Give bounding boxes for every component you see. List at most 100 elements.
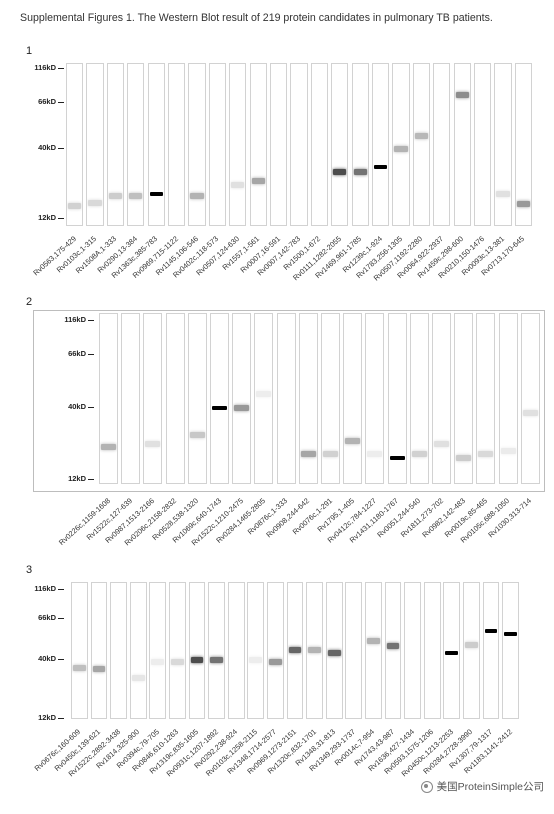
protein-band xyxy=(288,647,302,654)
protein-band xyxy=(465,641,478,648)
blot-lane xyxy=(343,313,363,484)
blot-lane xyxy=(433,63,451,226)
watermark-text: 美国ProteinSimple公司 xyxy=(436,781,544,793)
ladder-tick xyxy=(58,67,64,69)
watermark: 美国ProteinSimple公司 xyxy=(420,779,544,794)
blot-lane xyxy=(229,63,247,226)
protein-band xyxy=(445,650,459,655)
blot-lane xyxy=(365,582,382,719)
blot-lane xyxy=(365,313,385,484)
ladder-label: 40kD xyxy=(68,402,86,412)
protein-band xyxy=(210,656,223,663)
protein-band xyxy=(434,440,449,447)
blot-lane xyxy=(325,582,343,719)
blot-lane xyxy=(351,63,369,226)
blot-lane xyxy=(310,63,328,226)
blot-lane xyxy=(412,63,430,226)
protein-band xyxy=(73,664,86,671)
blot-lane xyxy=(66,63,84,226)
protein-band xyxy=(367,451,383,458)
protein-band xyxy=(88,199,102,206)
blot-lane xyxy=(99,313,118,484)
wechat-icon xyxy=(420,780,433,793)
blot-lane xyxy=(463,582,480,719)
protein-band xyxy=(516,201,530,208)
blot-lane xyxy=(208,582,225,719)
protein-band xyxy=(411,451,427,458)
blot-lane xyxy=(254,313,274,484)
blot-lane xyxy=(267,582,284,719)
blot-lane xyxy=(331,63,349,226)
blot-lane xyxy=(149,582,167,719)
blot-lane xyxy=(210,313,229,484)
protein-band xyxy=(190,193,204,200)
blot-lane xyxy=(514,63,532,226)
blot-lane xyxy=(384,582,402,719)
blot-lane xyxy=(227,582,245,719)
blot-lane xyxy=(188,63,206,226)
ladder-label: 12kD xyxy=(38,212,56,222)
protein-band xyxy=(212,406,227,411)
ladder-label: 40kD xyxy=(38,142,56,152)
blot-lane xyxy=(409,313,429,484)
protein-band xyxy=(171,659,184,666)
blot-lane xyxy=(232,313,252,484)
blot-lane xyxy=(498,313,518,484)
protein-band xyxy=(249,656,263,663)
blot-lane xyxy=(71,582,88,719)
protein-band xyxy=(327,649,341,656)
ladder-label: 12kD xyxy=(38,712,56,722)
blot-lane xyxy=(276,313,296,484)
blot-lane xyxy=(247,582,265,719)
blot-lane xyxy=(290,63,308,226)
protein-band xyxy=(478,451,494,458)
blot-lane xyxy=(187,313,207,484)
blot-lane xyxy=(476,313,496,484)
protein-band xyxy=(522,410,538,417)
blot-lane xyxy=(188,582,206,719)
protein-band xyxy=(500,447,516,454)
blot-lane xyxy=(165,313,185,484)
protein-band xyxy=(345,437,361,444)
blot-lane xyxy=(249,63,267,226)
blot-lane xyxy=(127,63,145,226)
protein-band xyxy=(151,659,165,666)
protein-band xyxy=(129,193,143,200)
blot-lane xyxy=(121,313,141,484)
ladder-label: 116kD xyxy=(34,583,56,593)
blot-lane xyxy=(482,582,500,719)
ladder-tick xyxy=(58,588,64,590)
panel-frame xyxy=(33,310,545,492)
figure-caption: Supplemental Figures 1. The Western Blot… xyxy=(20,12,493,24)
protein-band xyxy=(504,631,517,636)
ladder-label: 116kD xyxy=(34,62,56,72)
blot-lane xyxy=(286,582,304,719)
ladder-label: 40kD xyxy=(38,653,56,663)
protein-band xyxy=(353,168,367,175)
protein-band xyxy=(256,391,272,398)
blot-lane xyxy=(90,582,108,719)
blot-lane xyxy=(208,63,226,226)
blot-lane xyxy=(106,63,124,226)
protein-band xyxy=(394,145,408,152)
blot-lane xyxy=(443,582,461,719)
ladder-label: 116kD xyxy=(64,314,86,324)
ladder-label: 66kD xyxy=(68,349,86,359)
protein-band xyxy=(92,666,106,673)
panel-number: 1 xyxy=(26,45,33,57)
protein-band xyxy=(149,192,163,197)
protein-band xyxy=(234,405,250,412)
protein-band xyxy=(68,202,82,209)
protein-band xyxy=(386,643,400,650)
blot-lane xyxy=(143,313,163,484)
protein-band xyxy=(190,656,204,663)
ladder-tick xyxy=(58,102,64,104)
blot-lane xyxy=(306,582,323,719)
protein-band xyxy=(389,455,405,460)
blot-lane xyxy=(392,63,410,226)
ladder-tick xyxy=(58,217,64,219)
protein-band xyxy=(323,451,338,458)
protein-band xyxy=(308,647,321,654)
blot-lane xyxy=(110,582,127,719)
